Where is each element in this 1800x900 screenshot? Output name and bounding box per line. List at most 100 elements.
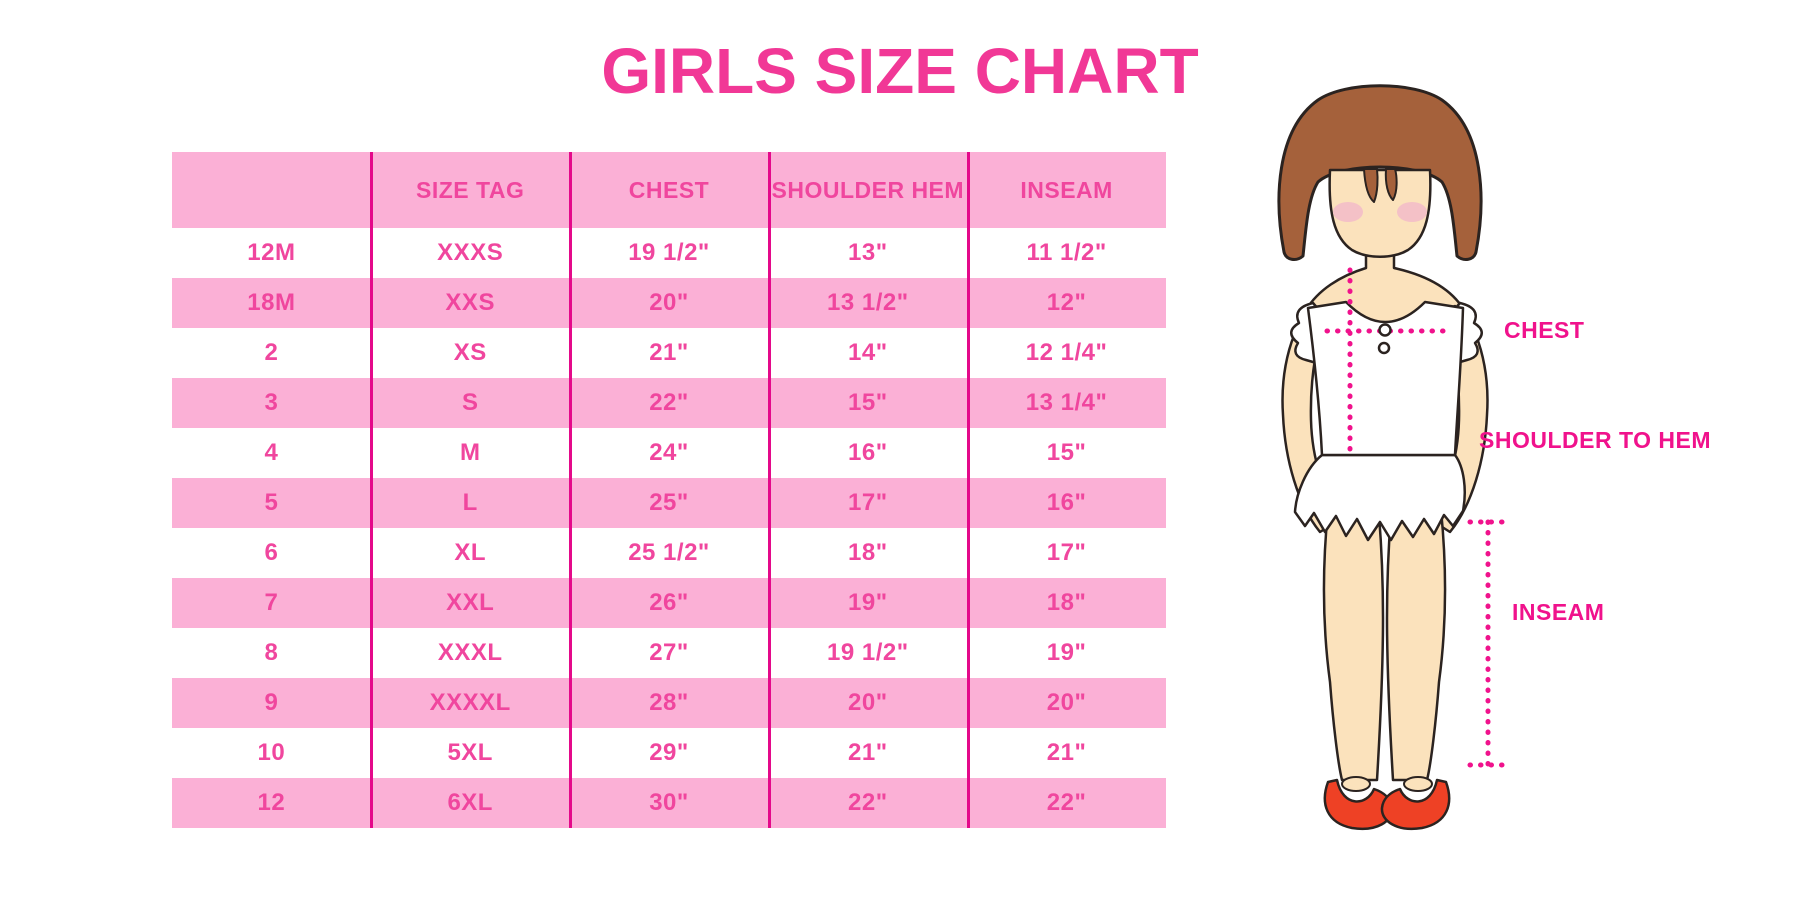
table-row: 2 XS 21" 14" 12 1/4" bbox=[172, 328, 1166, 378]
size-cell: 8 bbox=[264, 639, 279, 666]
column-divider bbox=[569, 152, 572, 828]
chest-cell: 22" bbox=[649, 389, 689, 416]
shoulder-hem-cell: 19 1/2" bbox=[826, 639, 909, 666]
size-tag-cell: 6XL bbox=[447, 789, 493, 816]
table-row: 6 XL 25 1/2" 18" 17" bbox=[172, 528, 1166, 578]
size-cell: 9 bbox=[264, 689, 279, 716]
chest-cell: 28" bbox=[649, 689, 689, 716]
girl-left-arm bbox=[1281, 304, 1344, 534]
shoulder-hem-cell: 13 1/2" bbox=[826, 289, 909, 316]
girl-top bbox=[1306, 300, 1465, 457]
chest-cell: 27" bbox=[649, 639, 689, 666]
shirt-button bbox=[1377, 341, 1391, 355]
inseam-cell: 19" bbox=[1046, 639, 1087, 666]
size-tag-cell: XXXXL bbox=[429, 689, 511, 716]
girl-right-shoe bbox=[1380, 778, 1451, 831]
table-row: 7 XXL 26" 19" 18" bbox=[172, 578, 1166, 628]
table-row: 3 S 22" 15" 13 1/4" bbox=[172, 378, 1166, 428]
girl-bangs-notch bbox=[1363, 168, 1379, 203]
inseam-cell: 12 1/4" bbox=[1025, 339, 1108, 366]
table-row: 10 5XL 29" 21" 21" bbox=[172, 728, 1166, 778]
chest-cell: 26" bbox=[649, 589, 689, 616]
size-cell: 4 bbox=[264, 439, 279, 466]
size-tag-cell: XL bbox=[454, 539, 487, 566]
inseam-cell: 15" bbox=[1046, 439, 1087, 466]
column-header-shoulder-hem: SHOULDER HEM bbox=[771, 176, 965, 203]
shoulder-hem-cell: 18" bbox=[848, 539, 888, 566]
chest-cell: 20" bbox=[649, 289, 689, 316]
girl-face bbox=[1328, 168, 1432, 258]
column-divider bbox=[370, 152, 373, 828]
inseam-cell: 21" bbox=[1046, 739, 1087, 766]
inseam-cell: 11 1/2" bbox=[1026, 239, 1107, 266]
size-cell: 10 bbox=[257, 739, 286, 766]
size-cell: 18M bbox=[247, 289, 296, 316]
column-header-size-tag: SIZE TAG bbox=[416, 176, 525, 203]
table-row: 12M XXXS 19 1/2" 13" 11 1/2" bbox=[172, 228, 1166, 278]
inseam-cell: 13 1/4" bbox=[1025, 389, 1108, 416]
shoulder-hem-cell: 16" bbox=[848, 439, 888, 466]
table-row: 5 L 25" 17" 16" bbox=[172, 478, 1166, 528]
size-table: SIZE TAG CHEST SHOULDER HEM INSEAM 12M X… bbox=[172, 152, 1166, 828]
table-row: 12 6XL 30" 22" 22" bbox=[172, 778, 1166, 828]
size-tag-cell: XXXS bbox=[437, 239, 504, 266]
chest-measure-label: CHEST bbox=[1504, 317, 1585, 343]
inseam-cell: 18" bbox=[1046, 589, 1087, 616]
inseam-cell: 16" bbox=[1046, 489, 1087, 516]
size-cell: 6 bbox=[264, 539, 279, 566]
size-tag-cell: XXL bbox=[446, 589, 495, 616]
inseam-cell: 17" bbox=[1046, 539, 1087, 566]
inseam-measure-label: INSEAM bbox=[1512, 599, 1605, 625]
size-cell: 2 bbox=[264, 339, 279, 366]
size-cell: 12M bbox=[247, 239, 296, 266]
table-header-row: SIZE TAG CHEST SHOULDER HEM INSEAM bbox=[172, 152, 1166, 228]
size-tag-cell: XXXL bbox=[437, 639, 503, 666]
table-row: 9 XXXXL 28" 20" 20" bbox=[172, 678, 1166, 728]
size-tag-cell: L bbox=[462, 489, 478, 516]
chest-cell: 19 1/2" bbox=[628, 239, 710, 266]
size-tag-cell: S bbox=[461, 389, 479, 416]
chest-cell: 24" bbox=[649, 439, 689, 466]
shoulder-hem-cell: 15" bbox=[848, 389, 888, 416]
column-header-blank bbox=[172, 152, 371, 228]
column-divider bbox=[768, 152, 771, 828]
column-divider bbox=[967, 152, 970, 828]
girl-illustration bbox=[1277, 84, 1505, 831]
girl-skirt bbox=[1293, 453, 1466, 542]
size-tag-cell: 5XL bbox=[447, 739, 493, 766]
chest-cell: 25" bbox=[649, 489, 689, 516]
size-tag-cell: XS bbox=[453, 339, 487, 366]
size-cell: 3 bbox=[264, 389, 279, 416]
size-cell: 7 bbox=[264, 589, 279, 616]
left-shoe-strap-gap bbox=[1341, 776, 1371, 792]
table-row: 8 XXXL 27" 19 1/2" 19" bbox=[172, 628, 1166, 678]
girl-hair bbox=[1277, 84, 1483, 261]
shoulder-hem-cell: 14" bbox=[848, 339, 888, 366]
girl-right-cheek bbox=[1397, 202, 1427, 222]
shoulder-hem-cell: 17" bbox=[848, 489, 888, 516]
girl-left-cheek bbox=[1333, 202, 1363, 222]
girl-bangs-notch bbox=[1384, 168, 1398, 201]
size-cell: 12 bbox=[257, 789, 286, 816]
shoulder-hem-cell: 13" bbox=[848, 239, 888, 266]
girl-right-leg bbox=[1385, 508, 1447, 782]
table-body: 12M XXXS 19 1/2" 13" 11 1/2" 18M XXS 20"… bbox=[172, 228, 1166, 828]
chest-cell: 25 1/2" bbox=[628, 539, 710, 566]
shoulder-to-hem-measure-label: SHOULDER TO HEM bbox=[1479, 427, 1711, 453]
girl-left-leg bbox=[1322, 508, 1385, 782]
inseam-cell: 22" bbox=[1046, 789, 1087, 816]
chest-cell: 21" bbox=[649, 339, 689, 366]
column-header-chest: CHEST bbox=[628, 176, 710, 203]
size-tag-cell: XXS bbox=[445, 289, 495, 316]
inseam-cell: 12" bbox=[1046, 289, 1087, 316]
table-row: 18M XXS 20" 13 1/2" 12" bbox=[172, 278, 1166, 328]
shoulder-hem-cell: 20" bbox=[848, 689, 888, 716]
shoulder-hem-cell: 21" bbox=[848, 739, 888, 766]
inseam-cell: 20" bbox=[1046, 689, 1087, 716]
column-header-inseam: INSEAM bbox=[1020, 176, 1113, 203]
chest-cell: 29" bbox=[649, 739, 689, 766]
size-tag-cell: M bbox=[459, 439, 481, 466]
right-shoe-strap-gap bbox=[1403, 776, 1433, 792]
shoulder-hem-cell: 22" bbox=[848, 789, 888, 816]
